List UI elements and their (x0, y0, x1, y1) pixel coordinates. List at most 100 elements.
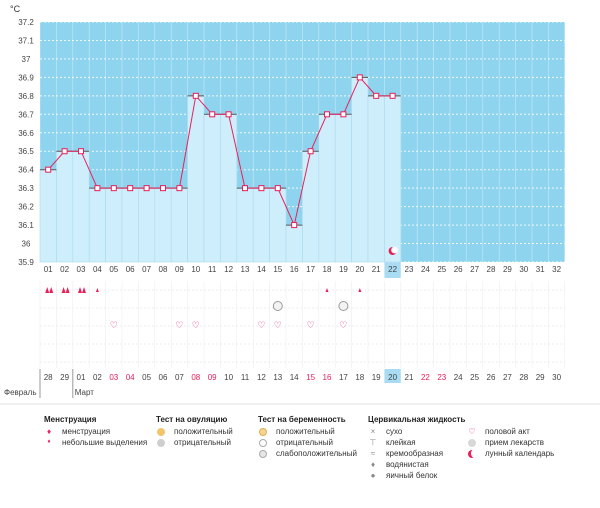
calendar-date-label: 14 (290, 373, 299, 382)
calendar-date-label: 02 (93, 373, 102, 382)
temperature-bar (56, 150, 74, 263)
cycle-day-label: 02 (60, 265, 69, 274)
legend-other: ♡ половой акт прием лекарств лунный кале… (467, 426, 554, 459)
cycle-day-label: 10 (191, 265, 200, 274)
cycle-day-label: 31 (536, 265, 545, 274)
cycle-day-label: 25 (437, 265, 446, 274)
cycle-day-label: 30 (519, 265, 528, 274)
legend-item-label: небольшие выделения (62, 438, 148, 447)
cycle-day-label: 06 (126, 265, 135, 274)
calendar-date-label: 04 (126, 373, 135, 382)
cycle-day-label: 26 (454, 265, 463, 274)
positive-ovulation-icon (157, 427, 165, 436)
negative-ovulation-icon (272, 301, 283, 311)
temperature-bar (88, 187, 106, 263)
calendar-date-label: 01 (77, 373, 86, 382)
calendar-date-label: 08 (191, 373, 200, 382)
temperature-point (324, 111, 330, 118)
legend-item: ♦ небольшие выделения (44, 437, 147, 448)
temperature-point (274, 185, 281, 192)
temperature-point (242, 185, 248, 192)
y-tick-label: 36.5 (18, 147, 34, 156)
cycle-day-label: 07 (142, 265, 151, 274)
legend-cervical-title: Цервикальная жидкость (368, 415, 466, 424)
temperature-bar (384, 95, 402, 263)
temperature-point (192, 92, 199, 99)
legend-item-label: положительный (276, 427, 335, 436)
cycle-day-label: 27 (470, 265, 479, 274)
temperature-point (143, 185, 150, 192)
cycle-day-label: 12 (224, 265, 233, 274)
y-tick-label: 36.9 (18, 73, 34, 82)
legend-item-label: положительный (174, 427, 233, 436)
calendar-date-label: 19 (372, 373, 381, 382)
negative-ovulation-icon (338, 301, 349, 311)
legend-item: ⊤ клейкая (368, 437, 465, 448)
y-axis-label: °C (10, 4, 21, 14)
legend-item: ≈ кремообразная (368, 448, 465, 459)
temperature-point (127, 185, 134, 192)
y-tick-label: 36.2 (18, 203, 34, 212)
heart-icon: ♡ (257, 321, 265, 331)
calendar-date-label: 18 (355, 373, 364, 382)
legend-item-label: отрицательный (276, 438, 333, 447)
legend-item: лунный календарь (467, 448, 554, 459)
cycle-day-label: 13 (241, 265, 250, 274)
legend-item: ● яичный белок (368, 470, 465, 481)
temperature-bar (39, 169, 57, 263)
cycle-day-label: 20 (355, 265, 364, 274)
calendar-date-label: 17 (339, 373, 348, 382)
temperature-chart: 35.9 36 36.1 36.2 36.3 36.4 36.5 36.6 36.7 36.8 36… (0, 4, 600, 405)
temperature-point (389, 92, 396, 99)
calendar-date-label: 25 (470, 373, 479, 382)
temperature-bar (252, 187, 270, 263)
calendar-date-label: 13 (273, 373, 282, 382)
temperature-bar (236, 187, 254, 263)
egg-white-icon: ● (370, 471, 376, 480)
current-date-highlight (384, 369, 401, 383)
y-tick-label: 37.2 (18, 18, 34, 27)
calendar-date-label: 21 (405, 373, 414, 382)
legend-ovulation: Тест на овуляцию положительный отрицател… (156, 414, 233, 448)
menstruation-drop-icon (45, 287, 54, 293)
heart-icon: ♡ (468, 427, 476, 436)
temperature-bar (121, 187, 139, 263)
sticky-icon: ⊤ (369, 438, 377, 447)
legend-pregnancy-title: Тест на беременность (258, 415, 346, 424)
legend-cervical: Цервикальная жидкость × сухо ⊤ клейкая ≈… (368, 414, 465, 481)
cycle-day-label: 22 (388, 265, 397, 274)
legend-item: × сухо (368, 426, 465, 437)
cycle-day-label: 11 (208, 265, 217, 274)
calendar-date-label: 15 (306, 373, 315, 382)
cycle-day-label: 16 (290, 265, 299, 274)
watery-icon: ♦ (370, 460, 376, 469)
legend-pregnancy: Тест на беременность положительный отриц… (258, 414, 357, 459)
pill-icon (468, 438, 476, 447)
temperature-bar (220, 114, 238, 263)
legend-item-label: слабоположительный (276, 449, 357, 458)
legend-item: отрицательный (258, 437, 357, 448)
legend-item-label: прием лекарств (485, 438, 545, 447)
legend-item: положительный (156, 426, 233, 437)
y-tick-label: 36.8 (18, 92, 34, 101)
temperature-point (176, 185, 183, 192)
legend-item-label: яичный белок (386, 471, 438, 480)
month-label: Февраль (4, 388, 37, 397)
temperature-point (61, 148, 68, 155)
legend-item-label: лунный календарь (485, 449, 555, 458)
temperature-point (110, 185, 117, 192)
legend-item: прием лекарств (467, 437, 554, 448)
calendar-date-label: 06 (159, 373, 168, 382)
small-drop-icon (325, 288, 329, 292)
legend-item: слабоположительный (258, 448, 357, 459)
month-label: Март (75, 388, 94, 397)
temperature-bar (318, 114, 336, 263)
calendar-date-label: 20 (388, 373, 397, 382)
cycle-day-label: 19 (339, 265, 348, 274)
calendar-date-label: 16 (323, 373, 332, 382)
temperature-point (94, 185, 101, 192)
heart-icon: ♡ (307, 321, 315, 331)
small-drop-icon: ♦ (47, 439, 51, 445)
calendar-date-label: 07 (175, 373, 184, 382)
legend-item: ♦ водянистая (368, 459, 465, 470)
